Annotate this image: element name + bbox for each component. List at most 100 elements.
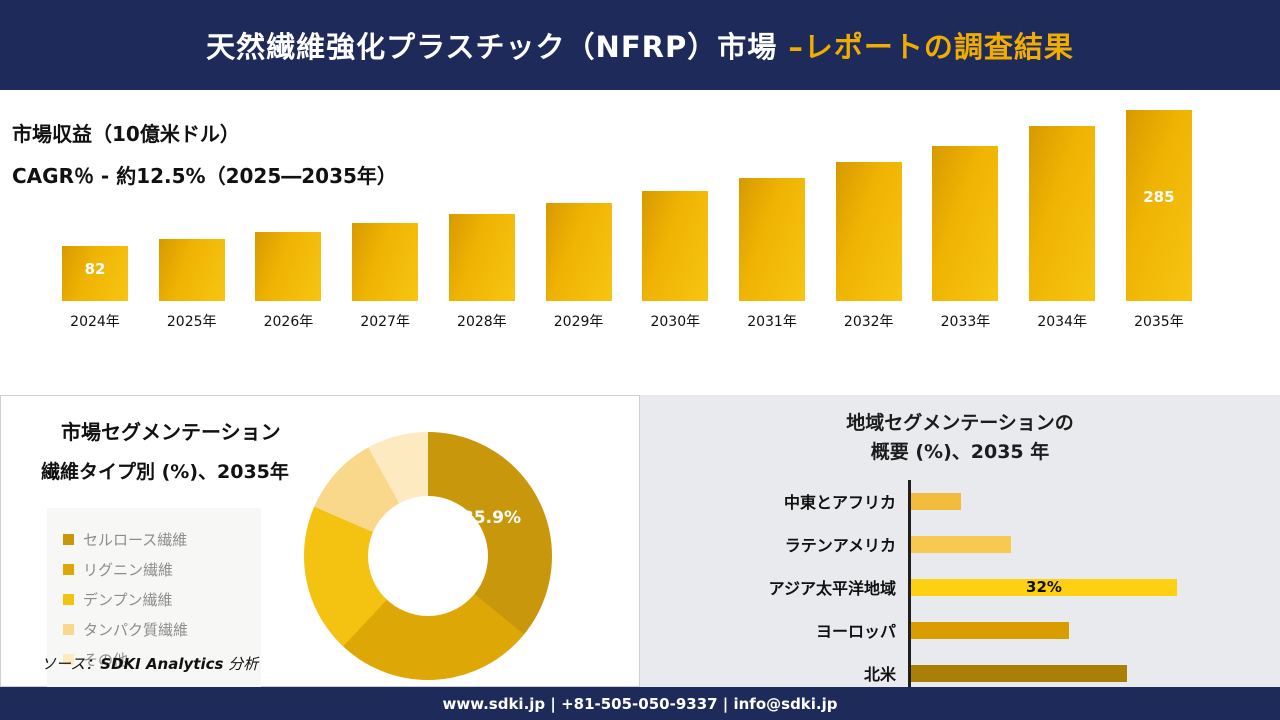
region-panel: 地域セグメンテーションの 概要 (%)、2035 年 中東とアフリカ ラテンアメリ… [640, 395, 1280, 695]
region-bar [911, 535, 1011, 553]
legend-label: タンパク質繊維 [83, 621, 189, 639]
revenue-chart-section: 市場収益（10億米ドル） CAGR％ - 約12.5%（2025―2035年） … [0, 90, 1280, 395]
year-label: 2035年 [1134, 314, 1184, 330]
revenue-bar [448, 214, 515, 301]
region-bar [911, 621, 1069, 639]
bar-column: 2029年 [545, 203, 612, 331]
legend-swatch [63, 594, 74, 605]
source-note: ソース：SDKI Analytics 分析 [41, 653, 258, 674]
legend-label: リグニン繊維 [83, 561, 174, 579]
revenue-bar [932, 146, 999, 301]
region-label: ラテンアメリカ [784, 536, 896, 556]
source-prefix: ソース： [41, 655, 101, 673]
year-label: 2030年 [650, 314, 701, 330]
legend-item: セルロース繊維 [63, 529, 245, 550]
page-title-accent: –レポートの調査結果 [788, 30, 1074, 64]
bar-column: 2026年 [255, 232, 322, 331]
region-bar-track [908, 479, 1280, 523]
region-bar-chart: 中東とアフリカ ラテンアメリカアジア太平洋地域 32% ヨーロッパ北米 [640, 479, 1280, 695]
legend-label: デンプン繊維 [83, 591, 173, 609]
revenue-bar [255, 232, 322, 301]
revenue-bar [352, 223, 419, 301]
year-label: 2024年 [70, 314, 120, 330]
region-bar [911, 664, 1127, 682]
revenue-bar-chart: 82 2024年 2025年 2026年 2027年 2028年 2029年 2030年 203… [62, 110, 1192, 331]
page-title-main: 天然繊維強化プラスチック（NFRP）市場 [206, 30, 789, 64]
bar-column: 2027年 [352, 223, 419, 331]
year-label: 2025年 [166, 314, 217, 330]
legend-swatch [63, 624, 74, 635]
region-row: 中東とアフリカ [640, 479, 1280, 523]
region-bar [911, 492, 961, 510]
bottom-section: 市場セグメンテーション 繊維タイプ別 (%)、2035年 セルロース繊維 リグニン… [0, 395, 1280, 695]
year-label: 2033年 [940, 314, 991, 330]
revenue-bar [835, 162, 902, 301]
bar-column: 82 2024年 [62, 246, 128, 331]
region-title-line1: 地域セグメンテーションの [846, 412, 1074, 434]
bar-value-label: 285 [1143, 188, 1175, 206]
segmentation-title-line1: 市場セグメンテーション [61, 420, 281, 444]
year-label: 2027年 [360, 314, 410, 330]
donut-hole [368, 496, 488, 616]
year-label: 2026年 [263, 314, 314, 330]
legend-item: その他 [63, 649, 245, 670]
region-bar: 32% [911, 578, 1177, 597]
bar-column: 2033年 [932, 146, 999, 331]
bar-column: 285 2035年 [1125, 110, 1192, 331]
bar-value-label: 82 [84, 260, 106, 278]
region-value-label: 32% [1026, 578, 1062, 597]
region-row: ヨーロッパ [640, 608, 1280, 652]
revenue-bar [1029, 126, 1096, 301]
legend-swatch [63, 564, 74, 575]
bar-column: 2031年 [739, 178, 806, 331]
legend-swatch [63, 534, 74, 545]
revenue-bar: 285 [1125, 110, 1192, 301]
year-label: 2034年 [1037, 314, 1087, 330]
legend-item: デンプン繊維 [63, 589, 245, 610]
region-row: アジア太平洋地域 32% [640, 565, 1280, 609]
region-label: ヨーロッパ [815, 622, 896, 642]
footer-contact: www.sdki.jp | +81-505-050-9337 | info@sd… [442, 694, 838, 713]
page-title: 天然繊維強化プラスチック（NFRP）市場 –レポートの調査結果 [206, 24, 1074, 66]
year-label: 2032年 [843, 314, 894, 330]
year-label: 2028年 [457, 314, 507, 330]
region-label: 北米 [863, 665, 896, 685]
region-title-line2: 概要 (%)、2035 年 [870, 441, 1050, 464]
bar-column: 2028年 [448, 214, 515, 331]
header-banner: 天然繊維強化プラスチック（NFRP）市場 –レポートの調査結果 [0, 0, 1280, 90]
legend-item: タンパク質繊維 [63, 619, 245, 640]
donut-chart: 35.9% [304, 432, 552, 680]
year-label: 2031年 [747, 314, 797, 330]
segmentation-legend: セルロース繊維 リグニン繊維 デンプン繊維 タンパク質繊維 その他 [47, 508, 261, 691]
revenue-bar: 82 [62, 246, 128, 301]
region-label: アジア太平洋地域 [768, 579, 896, 599]
region-row: 北米 [640, 651, 1280, 695]
revenue-metric-label: 市場収益（10億米ドル） [12, 122, 240, 146]
legend-label: その他 [83, 651, 129, 669]
bar-column: 2025年 [158, 239, 225, 331]
source-brand: SDKI Analytics [100, 655, 224, 673]
footer-bar: www.sdki.jp | +81-505-050-9337 | info@sd… [0, 687, 1280, 720]
revenue-bar [545, 203, 612, 301]
bar-column: 2030年 [642, 191, 709, 331]
donut-value-label: 35.9% [462, 508, 521, 528]
bar-column: 2032年 [835, 162, 902, 331]
region-label: 中東とアフリカ [783, 493, 896, 513]
region-row: ラテンアメリカ [640, 522, 1280, 566]
year-label: 2029年 [553, 314, 604, 330]
revenue-cagr-label: CAGR％ - 約12.5%（2025―2035年） [12, 164, 397, 188]
legend-label: セルロース繊維 [83, 531, 188, 549]
segmentation-title-line2: 繊維タイプ別 (%)、2035年 [41, 461, 289, 483]
legend-item: リグニン繊維 [63, 559, 245, 580]
region-bar-track [908, 522, 1280, 566]
revenue-bar [642, 191, 709, 301]
source-suffix: 分析 [223, 655, 259, 673]
bar-column: 2034年 [1029, 126, 1096, 331]
region-bar-track: 32% [908, 565, 1280, 609]
region-bar-track [908, 651, 1280, 695]
segmentation-panel: 市場セグメンテーション 繊維タイプ別 (%)、2035年 セルロース繊維 リグニン… [0, 395, 640, 691]
region-title: 地域セグメンテーションの 概要 (%)、2035 年 [640, 409, 1280, 468]
revenue-bar [158, 239, 225, 301]
revenue-bar [739, 178, 806, 301]
legend-swatch [63, 654, 74, 665]
